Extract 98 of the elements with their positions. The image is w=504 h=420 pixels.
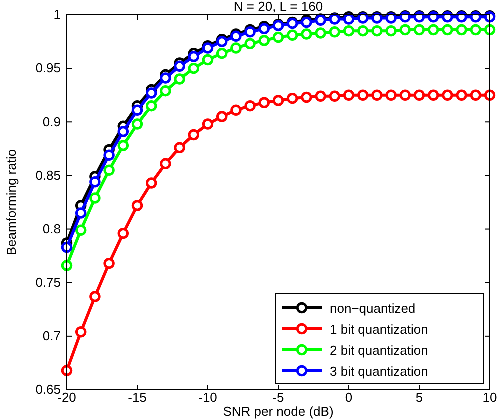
legend-label: non−quantized	[330, 301, 416, 316]
point	[400, 90, 412, 101]
point	[301, 92, 312, 104]
x-axis-title: SNR per node (dB)	[223, 404, 334, 419]
point	[61, 260, 73, 272]
point	[386, 90, 397, 101]
point	[414, 90, 426, 101]
point	[160, 85, 172, 97]
point	[104, 258, 115, 270]
point	[132, 118, 144, 130]
point	[202, 118, 214, 130]
point	[272, 95, 284, 106]
x-tick-label: -15	[128, 390, 147, 406]
y-tick-label: 0.9	[42, 114, 61, 130]
point	[146, 88, 158, 99]
point	[442, 90, 454, 101]
y-tick-label: 0.85	[36, 168, 61, 183]
point	[470, 24, 482, 36]
point	[372, 25, 383, 37]
point	[61, 365, 73, 376]
point	[174, 60, 186, 72]
point	[244, 26, 256, 38]
point	[90, 291, 101, 302]
x-tick-label: 0	[345, 390, 353, 406]
point	[315, 90, 326, 102]
point	[118, 126, 130, 138]
point	[104, 150, 115, 161]
point	[258, 97, 270, 108]
point	[357, 90, 369, 101]
point	[286, 30, 298, 41]
legend-label: 1 bit quantization	[330, 322, 428, 337]
point	[188, 51, 200, 62]
point	[61, 242, 73, 254]
legend-label: 2 bit quantization	[330, 343, 428, 358]
point	[372, 90, 383, 101]
point	[230, 42, 242, 54]
point	[202, 42, 214, 54]
point	[258, 35, 270, 46]
legend-label: 3 bit quantization	[330, 364, 428, 379]
point	[90, 176, 101, 188]
point	[118, 228, 130, 240]
point	[160, 158, 172, 170]
point	[244, 100, 256, 112]
point	[315, 28, 326, 39]
point	[132, 200, 144, 212]
point	[301, 16, 312, 28]
point	[329, 90, 341, 102]
y-tick-label: 0.95	[36, 60, 61, 76]
point	[484, 90, 496, 101]
y-tick-label: 1	[54, 7, 61, 22]
y-tick-label: 0.7	[42, 328, 61, 344]
point	[272, 32, 284, 44]
point	[160, 72, 172, 84]
point	[244, 38, 256, 50]
point	[301, 28, 312, 40]
x-tick-label: -5	[272, 390, 284, 406]
point	[118, 140, 130, 152]
point	[104, 164, 115, 176]
point	[470, 90, 482, 101]
point	[258, 23, 270, 35]
point	[484, 24, 496, 36]
point	[456, 24, 468, 36]
point	[75, 326, 87, 338]
point	[188, 129, 200, 141]
point	[75, 208, 87, 219]
x-tick-label: 10	[482, 390, 498, 406]
point	[357, 25, 369, 37]
point	[386, 25, 397, 37]
chart-title: N = 20, L = 160	[234, 0, 324, 14]
x-tick-label: 5	[416, 390, 424, 406]
point	[174, 74, 186, 85]
point	[90, 192, 101, 204]
point	[230, 30, 242, 42]
point	[428, 24, 440, 36]
point	[75, 224, 87, 236]
point	[216, 48, 228, 60]
point	[456, 90, 468, 101]
point	[286, 92, 298, 104]
point	[202, 54, 214, 66]
y-tick-label: 0.75	[36, 275, 61, 290]
point	[230, 104, 242, 116]
point	[343, 25, 355, 37]
point	[428, 90, 440, 101]
point	[442, 24, 454, 36]
point	[414, 24, 426, 36]
point	[216, 111, 228, 122]
point	[188, 62, 200, 74]
y-tick-label: 0.8	[42, 221, 61, 236]
point	[343, 90, 355, 101]
point	[146, 100, 158, 112]
point	[174, 142, 186, 154]
point	[132, 104, 144, 116]
point	[329, 26, 341, 38]
y-axis-title: Beamforming ratio	[4, 149, 19, 256]
point	[400, 24, 412, 36]
point	[146, 178, 158, 189]
y-tick-label: 0.65	[36, 382, 61, 398]
x-tick-label: -10	[198, 390, 218, 406]
